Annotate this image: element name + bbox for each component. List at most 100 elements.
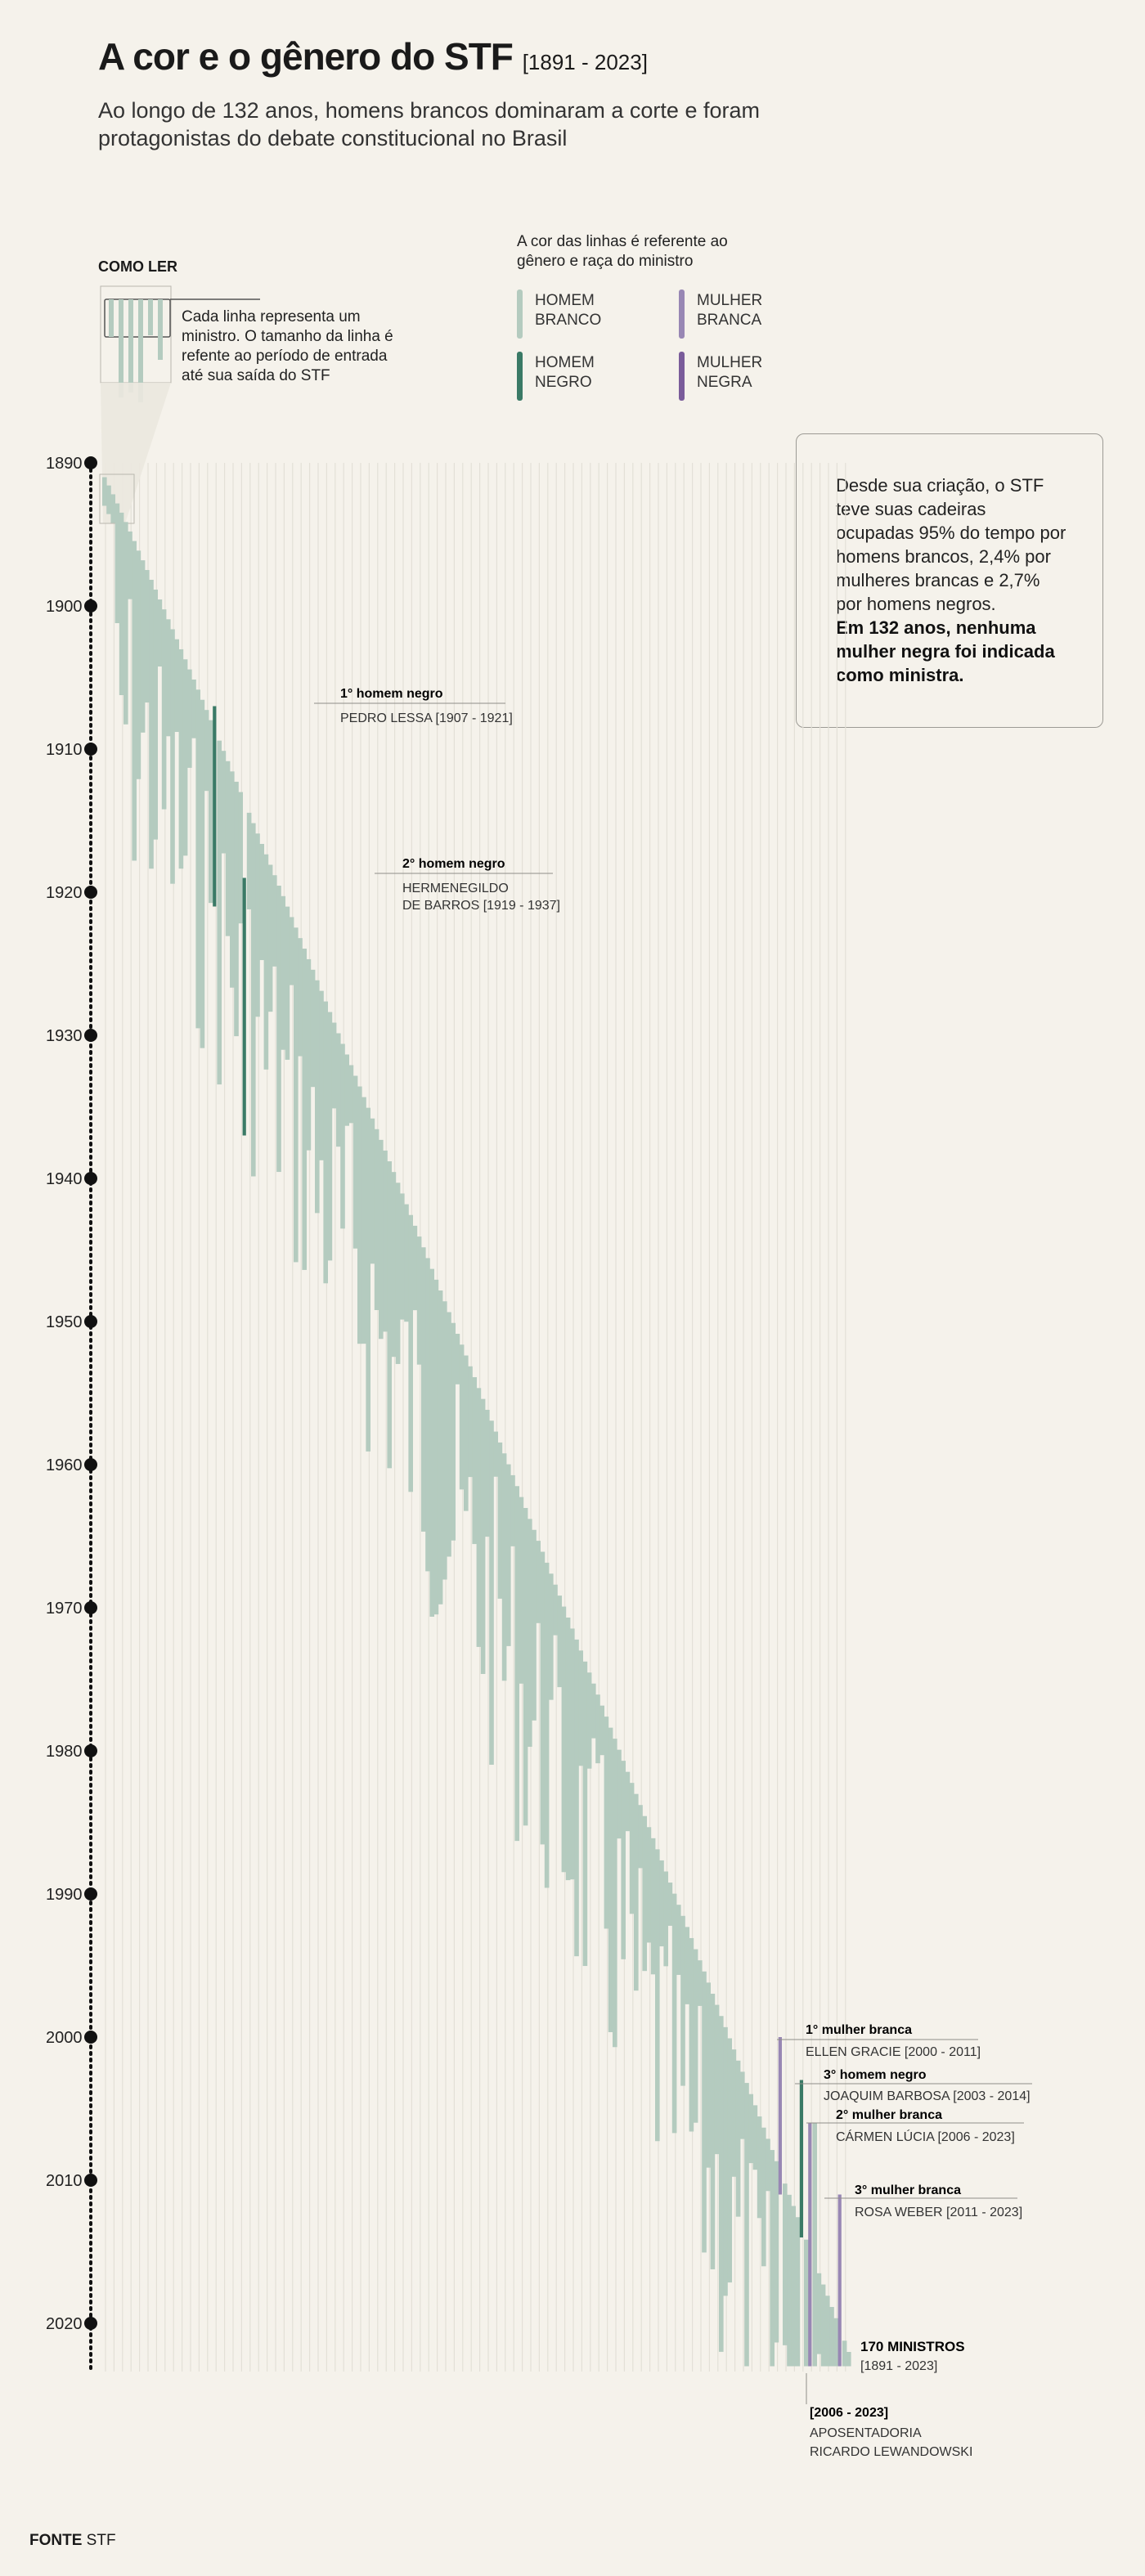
minister-line (416, 1236, 422, 1365)
svg-text:[1891 - 2023]: [1891 - 2023] (860, 2359, 937, 2373)
minister-line (383, 1150, 388, 1332)
minister-line (340, 1043, 345, 1229)
year-tick-label: 1990 (46, 1886, 83, 1904)
minister-line (497, 1442, 503, 1599)
minister-line (408, 1214, 413, 1492)
svg-text:170 MINISTROS: 170 MINISTROS (860, 2339, 965, 2354)
year-tick-label: 2010 (46, 2172, 83, 2190)
minister-line (361, 1097, 366, 1344)
minister-line (204, 710, 209, 792)
minister-line (310, 969, 316, 1088)
minister-line (689, 1937, 694, 2132)
minister-line (200, 699, 205, 1048)
minister-line (634, 1793, 639, 1991)
minister-line (702, 1971, 707, 2253)
minister-line (106, 485, 111, 514)
minister-line (480, 1398, 486, 1674)
minister-line (667, 1883, 673, 1926)
how-to-read-illustration (99, 285, 260, 524)
how-to-zoom-wedge (101, 383, 171, 523)
minister-line (663, 1871, 668, 1967)
minister-line (501, 1453, 507, 1681)
minister-line (812, 2123, 817, 2367)
minister-line (595, 1694, 600, 1764)
minister-line (400, 1193, 405, 1320)
year-axis: 1890 1900 1910 1920 1930 1940 1950 1960 1970 1980… (46, 455, 97, 2373)
minister-line (234, 781, 239, 1037)
summary-callout: Desde sua criação, o STF teve suas cadei… (796, 433, 1103, 728)
minister-line (285, 906, 290, 1060)
minister-line (153, 589, 158, 840)
svg-text:RICARDO LEWANDOWSKI: RICARDO LEWANDOWSKI (810, 2445, 972, 2459)
minister-line (166, 619, 171, 737)
minister-line (366, 1107, 370, 1452)
annotation-total-ministers: 170 MINISTROS [1891 - 2023] (860, 2339, 965, 2373)
minister-line (217, 740, 222, 1085)
minister-line (659, 1860, 664, 1947)
minister-line (591, 1683, 596, 1739)
minister-line (625, 1771, 631, 1832)
year-axis-dot (84, 886, 97, 899)
year-axis-dot (84, 1601, 97, 1614)
minister-line (182, 659, 188, 856)
minister-line (671, 1893, 677, 2134)
minister-line (561, 1606, 567, 1873)
minister-line (642, 1815, 647, 1972)
year-axis-dot (84, 456, 97, 469)
minister-line (119, 512, 124, 696)
minister-line (766, 2138, 770, 2192)
minister-line (242, 877, 246, 1136)
minister-line (820, 2284, 826, 2367)
svg-text:APOSENTADORIA: APOSENTADORIA (810, 2426, 922, 2440)
minister-line (442, 1301, 447, 1580)
minister-line (685, 1927, 689, 2004)
minister-line (774, 2161, 779, 2343)
minister-line (412, 1225, 418, 1311)
how-to-line (109, 299, 114, 337)
minister-line (140, 560, 146, 733)
minister-line (846, 2352, 851, 2367)
svg-text:CÁRMEN LÚCIA [2006 - 2023]: CÁRMEN LÚCIA [2006 - 2023] (836, 2129, 1015, 2144)
how-to-read-text: Cada linha representa um ministro. O tam… (182, 308, 393, 384)
svg-text:DE BARROS [1919 - 1937]: DE BARROS [1919 - 1937] (402, 899, 560, 913)
minister-line (476, 1388, 482, 1647)
year-tick-label: 1910 (46, 741, 83, 759)
minister-line (523, 1507, 528, 1826)
minister-line (281, 895, 285, 1050)
minister-line (706, 1982, 711, 2168)
minister-line (174, 639, 179, 733)
minister-line (102, 477, 107, 506)
minister-line (816, 2273, 822, 2354)
minister-line (676, 1905, 681, 1975)
minister-line (289, 917, 294, 985)
year-tick-label: 2020 (46, 2315, 83, 2333)
minister-line (719, 2016, 724, 2352)
minister-line (170, 629, 175, 884)
minister-line (646, 1827, 652, 1943)
source-credit: FONTE STF (29, 2532, 116, 2549)
minister-line (315, 980, 320, 1214)
minister-line (752, 2105, 758, 2170)
minister-line (599, 1705, 604, 1756)
year-tick-label: 1950 (46, 1313, 83, 1331)
minister-line (553, 1584, 558, 1636)
minister-line (455, 1333, 460, 1384)
minister-line (549, 1573, 554, 1700)
legend-swatch-black-man (517, 352, 523, 401)
how-to-line (158, 299, 163, 360)
svg-text:[2006 - 2023]: [2006 - 2023] (810, 2406, 888, 2420)
minister-lines (102, 477, 851, 2367)
minister-line (519, 1497, 524, 1684)
year-tick-label: 1980 (46, 1743, 83, 1761)
year-tick-label: 1960 (46, 1456, 83, 1474)
annotation-lewandowski: [2006 - 2023] APOSENTADORIA RICARDO LEWA… (806, 2373, 972, 2459)
title-text: A cor e o gênero do STF (98, 35, 514, 78)
minister-line (136, 550, 141, 779)
how-to-line (119, 299, 123, 397)
page-title: A cor e o gênero do STF [1891 - 2023] (98, 34, 648, 79)
minister-line (731, 2049, 737, 2177)
year-axis-dot (84, 2031, 97, 2044)
minister-line (272, 875, 277, 967)
minister-line (655, 1849, 660, 2142)
minister-line (744, 2083, 749, 2367)
